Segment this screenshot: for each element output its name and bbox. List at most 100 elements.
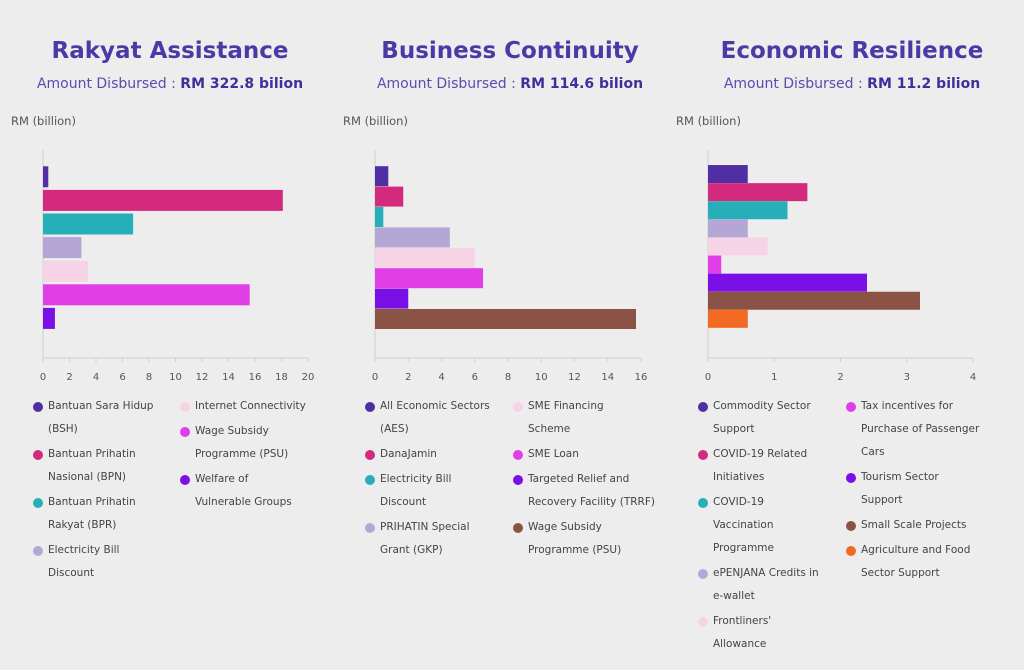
legend-swatch [846,521,856,531]
x-tick-label: 4 [438,372,444,383]
legend-item: Bantuan Prihatin Nasional (BPN) [33,443,183,489]
bar: Wage Subsidy Programme (PSU): 15.6 [43,284,250,306]
legend-item: Commodity Sector Support [698,395,848,441]
x-tick-label: 10 [169,372,182,383]
legend-swatch [513,475,523,485]
x-tick-label: 18 [275,372,288,383]
legend: All Economic Sectors (AES) DanaJamin Electr… [365,395,675,595]
legend-item: Frontliners' Allowance [698,610,848,656]
legend-item: Wage Subsidy Programme (PSU) [513,516,663,562]
bar: Commodity Sector Support: 0.6 [708,165,748,184]
legend-item: Electricity Bill Discount [365,468,515,514]
legend-item: Electricity Bill Discount [33,539,183,585]
panel-business-continuity: Business Continuity Amount Disbursed : R… [340,0,680,670]
chart-title: Business Continuity [381,38,639,64]
legend-label: Electricity Bill Discount [48,544,120,579]
legend-item: Tourism Sector Support [846,466,996,512]
legend-swatch [180,427,190,437]
x-tick-label: 16 [635,372,648,383]
legend-swatch [698,569,708,579]
legend-label: All Economic Sectors (AES) [380,400,490,435]
bar: Agriculture and Food Sector Support: 0.6 [708,309,748,328]
y-axis-label: RM (billion) [11,114,76,128]
legend-item: Targeted Relief and Recovery Facility (TR… [513,468,663,514]
legend-swatch [846,402,856,412]
x-tick-label: 2 [66,372,72,383]
amount-value: RM 11.2 bilion [867,76,981,92]
x-tick-label: 4 [970,372,976,383]
bar: PRIHATIN Special Grant (GKP): 4.5 [375,227,450,248]
amount-value: RM 322.8 bilion [180,76,304,92]
legend-item: SME Loan [513,443,663,466]
legend-swatch [33,450,43,460]
legend-label: Agriculture and Food Sector Support [861,544,971,579]
x-tick-label: 1 [771,372,777,383]
bar: Tourism Sector Support: 2.4 [708,273,867,292]
x-tick-label: 14 [222,372,235,383]
legend-swatch [513,402,523,412]
legend-item: DanaJamin [365,443,515,466]
x-tick-label: 2 [405,372,411,383]
amount-label: Amount Disbursed : [36,76,181,92]
x-tick-label: 12 [196,372,209,383]
x-tick-label: 20 [302,372,315,383]
legend-swatch [33,546,43,556]
amount-disbursed: Amount Disbursed : RM 11.2 bilion [680,76,1024,92]
legend-label: Bantuan Prihatin Nasional (BPN) [48,448,136,483]
legend-item: COVID-19 Vaccination Programme [698,491,848,560]
legend-item: Small Scale Projects [846,514,996,537]
legend-swatch [698,450,708,460]
legend-swatch [33,498,43,508]
bar: Bantuan Prihatin Nasional (BPN): 18.1 [43,189,283,211]
bar: SME Financing Scheme: 6 [375,247,475,268]
amount-value: RM 114.6 bilion [520,76,644,92]
bar: Bantuan Sara Hidup (BSH): 0.4 [43,166,49,188]
legend-label: Targeted Relief and Recovery Facility (TR… [528,473,655,508]
legend-label: Electricity Bill Discount [380,473,452,508]
bar: ePENJANA Credits in e-wallet: 0.6 [708,219,748,238]
bar: Electricity Bill Discount: 2.9 [43,237,82,259]
x-tick-label: 16 [249,372,262,383]
legend-item: ePENJANA Credits in e-wallet [698,562,848,608]
legend-item: Tax incentives for Purchase of Passenger C… [846,395,996,464]
legend-item: Agriculture and Food Sector Support [846,539,996,585]
legend-label: SME Loan [528,448,579,460]
panel-economic-resilience: Economic Resilience Amount Disbursed : R… [676,0,1024,670]
y-axis-label: RM (billion) [676,114,741,128]
legend-label: ePENJANA Credits in e-wallet [713,567,819,602]
amount-label: Amount Disbursed : [723,76,868,92]
bar-chart: 0 2 4 6 8 10 12 14 16 All Economic Sectors (AES):… [372,150,648,383]
bar: SME Loan: 6.5 [375,268,484,289]
legend-label: Tourism Sector Support [861,471,939,506]
legend: Bantuan Sara Hidup (BSH) Bantuan Prihatin N… [33,395,333,595]
y-axis-label: RM (billion) [343,114,408,128]
legend-item: PRIHATIN Special Grant (GKP) [365,516,515,562]
chart-title: Economic Resilience [720,38,984,64]
legend-label: Tax incentives for Purchase of Passenger C… [861,400,980,458]
panel-rakyat-assistance: Rakyat Assistance Amount Disbursed : RM … [0,0,340,670]
legend-label: Small Scale Projects [861,519,967,531]
legend-item: Bantuan Sara Hidup (BSH) [33,395,183,441]
bar: DanaJamin: 1.7 [375,186,404,207]
x-tick-label: 8 [146,372,152,383]
legend-swatch [698,617,708,627]
legend-swatch [365,450,375,460]
legend-swatch [846,473,856,483]
legend-label: COVID-19 Vaccination Programme [713,496,774,554]
x-tick-label: 8 [505,372,511,383]
bar: Frontliners' Allowance: 0.9 [708,237,768,256]
legend-swatch [365,402,375,412]
legend-swatch [365,475,375,485]
legend-swatch [698,498,708,508]
bar: Small Scale Projects: 3.2 [708,291,920,310]
x-tick-label: 10 [535,372,548,383]
legend-label: Internet Connectivity [195,400,306,412]
legend-item: SME Financing Scheme [513,395,663,441]
legend-label: COVID-19 Related Initiatives [713,448,808,483]
legend-label: Commodity Sector Support [713,400,811,435]
x-tick-label: 12 [568,372,581,383]
x-tick-label: 2 [837,372,843,383]
legend-item: Welfare of Vulnerable Groups [180,468,330,514]
legend-swatch [513,450,523,460]
